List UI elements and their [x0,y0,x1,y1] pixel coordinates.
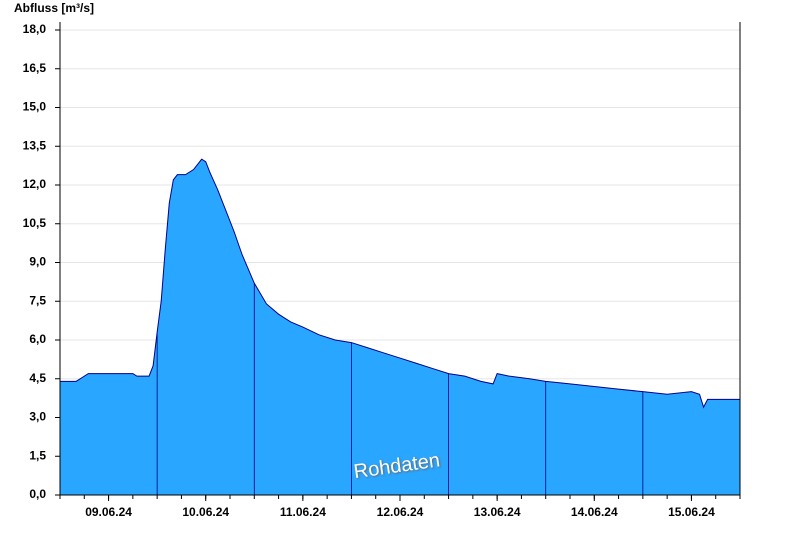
y-tick-label: 12,0 [23,177,47,191]
y-axis-label: Abfluss [m³/s] [14,1,94,15]
y-tick-label: 0,0 [29,487,46,501]
y-tick-label: 18,0 [23,22,47,36]
y-tick-label: 4,5 [29,371,46,385]
y-tick-label: 6,0 [29,332,46,346]
x-tick-label: 15.06.24 [668,505,715,519]
x-tick-label: 13.06.24 [474,505,521,519]
x-tick-label: 12.06.24 [377,505,424,519]
y-tick-label: 1,5 [29,448,46,462]
y-tick-label: 16,5 [23,61,47,75]
y-tick-label: 10,5 [23,216,47,230]
y-tick-label: 15,0 [23,100,47,114]
line [60,158,740,409]
area [60,159,740,495]
x-tick-label: 09.06.24 [85,505,132,519]
x-tick-label: 10.06.24 [182,505,229,519]
y-tick-label: 9,0 [29,255,46,269]
y-tick-label: 13,5 [23,138,47,152]
y-tick-label: 7,5 [29,293,46,307]
y-tick-label: 3,0 [29,410,46,424]
x-tick-label: 14.06.24 [571,505,618,519]
x-tick-label: 11.06.24 [280,505,326,519]
